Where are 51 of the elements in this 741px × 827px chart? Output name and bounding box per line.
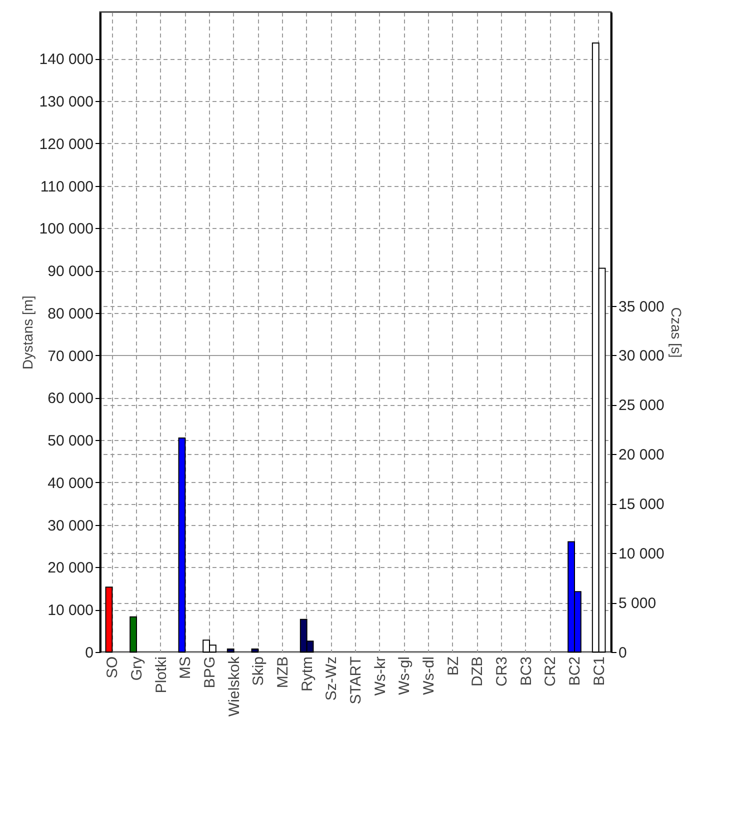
y-tick-label: 30 000 [48,517,94,534]
x-tick-label: Wielskok [226,656,243,717]
x-tick-label: BC3 [518,656,535,686]
x-tick-label: Ws-dl [420,656,438,695]
x-tick-label: MS [177,656,194,679]
x-tick-label: Ws-kr [372,656,389,696]
y-tick-label: 60 000 [48,390,94,408]
x-tick-label: Gry [128,656,146,681]
y-tick-label: 130 000 [39,94,94,111]
x-tick-label: BC2 [566,656,584,686]
y-tick-label: 120 000 [39,136,94,153]
y2-tick-label: 10 000 [618,546,664,563]
y-tick-label: 40 000 [48,474,94,492]
y-axis-title: Dystans [m] [19,296,36,370]
y-tick-label: 50 000 [48,432,94,450]
x-tick-label: Sz-Wz [323,656,340,701]
x-tick-label: START [348,656,364,704]
bar [178,437,186,652]
y-tick-label: 90 000 [48,263,94,280]
bar [251,648,259,652]
y-tick-label: 140 000 [39,51,94,68]
y-tick-label: 70 000 [48,348,94,365]
bar [130,616,137,652]
x-tick-label: CR2 [542,656,560,687]
y-tick-label: 10 000 [48,602,94,620]
x-tick-label: Ws-gl [396,656,414,695]
y2-axis-title: Czas [s] [668,307,684,358]
x-tick-label: BPG [202,656,218,688]
bar [105,586,113,652]
x-tick-label: Skip [250,656,268,686]
y2-tick-label: 35 000 [618,298,664,316]
y2-tick-label: 15 000 [618,496,664,514]
x-tick-label: CR3 [494,656,510,687]
y2-tick-label: 20 000 [618,446,664,464]
bar [226,648,234,652]
y-tick-label: 80 000 [48,305,94,322]
x-tick-label: DZB [469,656,486,686]
x-tick-label: Rytm [298,656,316,692]
y2-tick-label: 25 000 [618,397,664,414]
y2-tick-label: 0 [618,644,627,662]
y2-tick-label: 30 000 [618,348,664,365]
x-tick-label: BZ [444,656,462,676]
x-tick-label: Plotki [152,656,170,694]
y-tick-label: 100 000 [39,220,94,238]
y2-tick-label: 5 000 [618,595,656,612]
y-tick-label: 20 000 [48,560,94,577]
y-tick-label: 0 [85,644,94,662]
x-tick-label: SO [104,656,122,678]
x-tick-label: BC1 [590,656,608,686]
x-tick-label: MZB [274,656,292,688]
y-tick-label: 110 000 [40,178,94,196]
